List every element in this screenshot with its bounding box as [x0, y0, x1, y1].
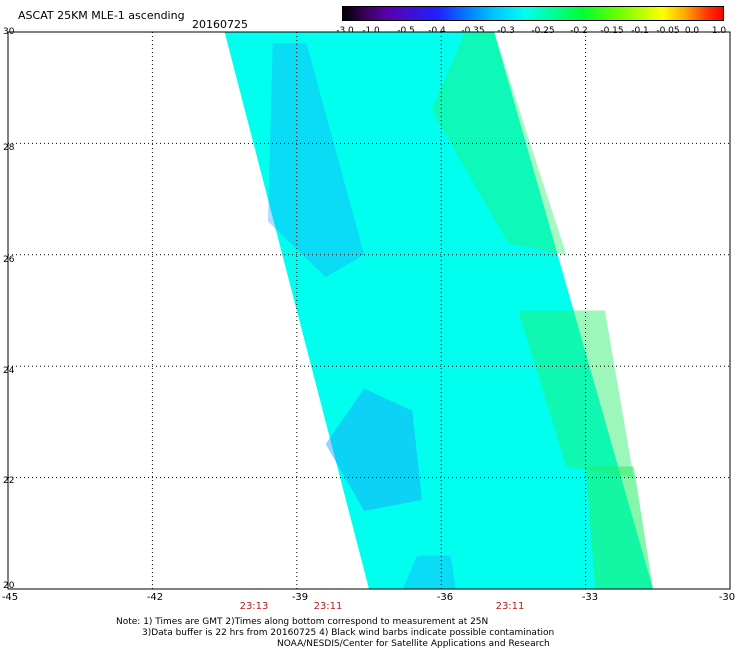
colorbar-label: -0.3 [497, 26, 515, 36]
gridlines [8, 32, 730, 589]
map-frame [7, 31, 731, 590]
note-line-1: Note: 1) Times are GMT 2)Times along bot… [116, 617, 489, 627]
x-tick-label: -39 [291, 592, 309, 603]
map-date: 20160725 [192, 18, 248, 31]
time-label: 23:13 [239, 601, 269, 612]
y-tick-label: 20 [3, 581, 15, 591]
x-tick-label: -42 [146, 592, 164, 603]
y-tick-label: 26 [3, 255, 15, 265]
colorbar-label: -0.4 [428, 26, 446, 36]
time-label: 23:11 [313, 601, 343, 612]
swath-fill [224, 32, 653, 589]
colorbar-label: -0.1 [631, 26, 649, 36]
high-value-region [431, 32, 567, 255]
low-value-region [402, 555, 456, 589]
note-line-2: 3)Data buffer is 22 hrs from 20160725 4)… [142, 628, 555, 638]
y-tick-label: 30 [3, 27, 15, 37]
y-tick-label: 28 [3, 143, 15, 153]
y-tick-label: 24 [3, 366, 15, 376]
x-tick-label: -36 [436, 592, 454, 603]
colorbar-label: -1.0 [362, 26, 380, 36]
colorbar-label: -0.2 [570, 26, 588, 36]
note-line-3: NOAA/NESDIS/Center for Satellite Applica… [277, 639, 550, 649]
x-tick-label: -33 [581, 592, 599, 603]
colorbar [342, 6, 724, 21]
colorbar-label: -0.15 [600, 26, 624, 36]
colorbar-label: -0.5 [397, 26, 415, 36]
colorbar-label: 1.0 [711, 26, 727, 36]
low-value-region [325, 388, 422, 512]
colorbar-label: 0.0 [684, 26, 700, 36]
high-value-region [518, 310, 634, 478]
high-value-region [585, 466, 653, 589]
data-swath [224, 32, 653, 589]
low-value-region [267, 43, 365, 278]
time-label: 23:11 [495, 601, 525, 612]
colorbar-label: -0.35 [461, 26, 485, 36]
x-tick-label: -45 [1, 592, 19, 603]
colorbar-label: -0.05 [656, 26, 680, 36]
colorbar-label: -3.0 [336, 26, 354, 36]
y-tick-label: 22 [3, 476, 15, 486]
colorbar-label: -0.25 [531, 26, 555, 36]
map-title: ASCAT 25KM MLE-1 ascending [18, 9, 185, 22]
x-tick-label: -30 [718, 592, 736, 603]
